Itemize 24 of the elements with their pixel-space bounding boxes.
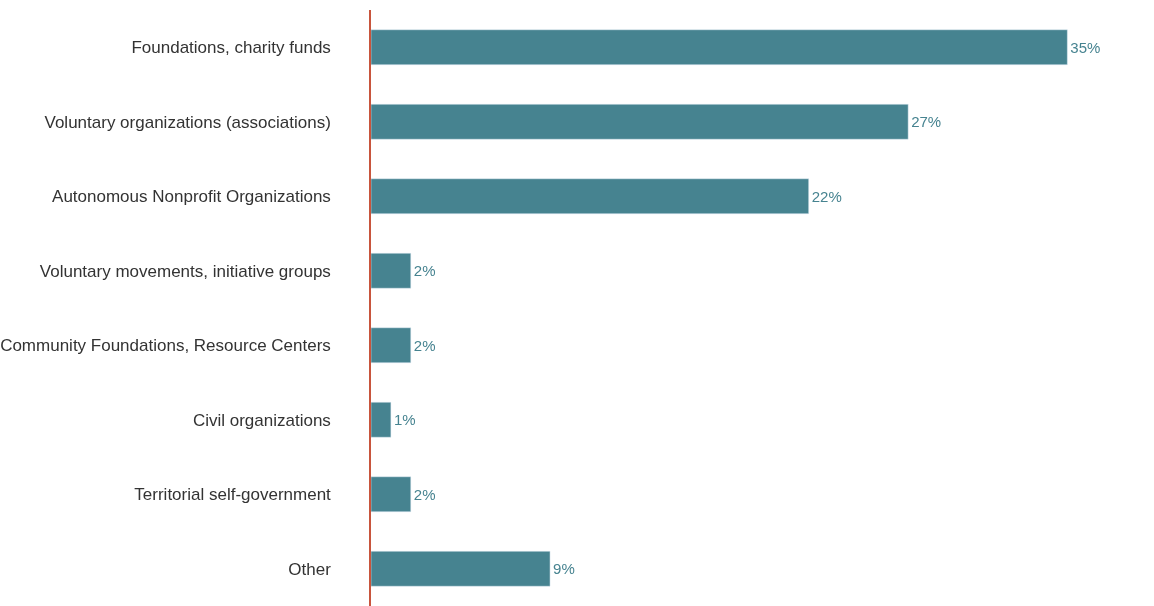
bar — [371, 252, 412, 289]
data-label: 35% — [1070, 38, 1101, 56]
y-tick-label: Foundations, charity funds — [131, 38, 331, 58]
y-tick-label: Other — [288, 559, 332, 579]
data-label: 2% — [413, 485, 436, 503]
y-tick-label: Autonomous Nonprofit Organizations — [52, 187, 331, 207]
data-label: 1% — [393, 411, 416, 429]
data-label: 27% — [911, 113, 942, 131]
data-label: 9% — [553, 560, 575, 578]
bar — [371, 29, 1068, 66]
bar — [371, 401, 392, 438]
y-tick-label: Civil organizations — [192, 410, 331, 430]
bar — [371, 178, 809, 215]
bar — [371, 550, 551, 587]
data-label: 22% — [811, 187, 842, 205]
data-label: 2% — [413, 336, 436, 354]
y-tick-label: Voluntary organizations (associations) — [44, 112, 331, 132]
data-label: 2% — [413, 262, 436, 280]
bar — [371, 327, 412, 364]
y-tick-label: Territorial self-government — [134, 485, 332, 505]
bar — [371, 103, 909, 140]
y-tick-label: Voluntary movements, initiative groups — [39, 261, 331, 281]
y-tick-label: Community Foundations, Resource Centers — [0, 336, 331, 356]
bar — [371, 476, 412, 513]
